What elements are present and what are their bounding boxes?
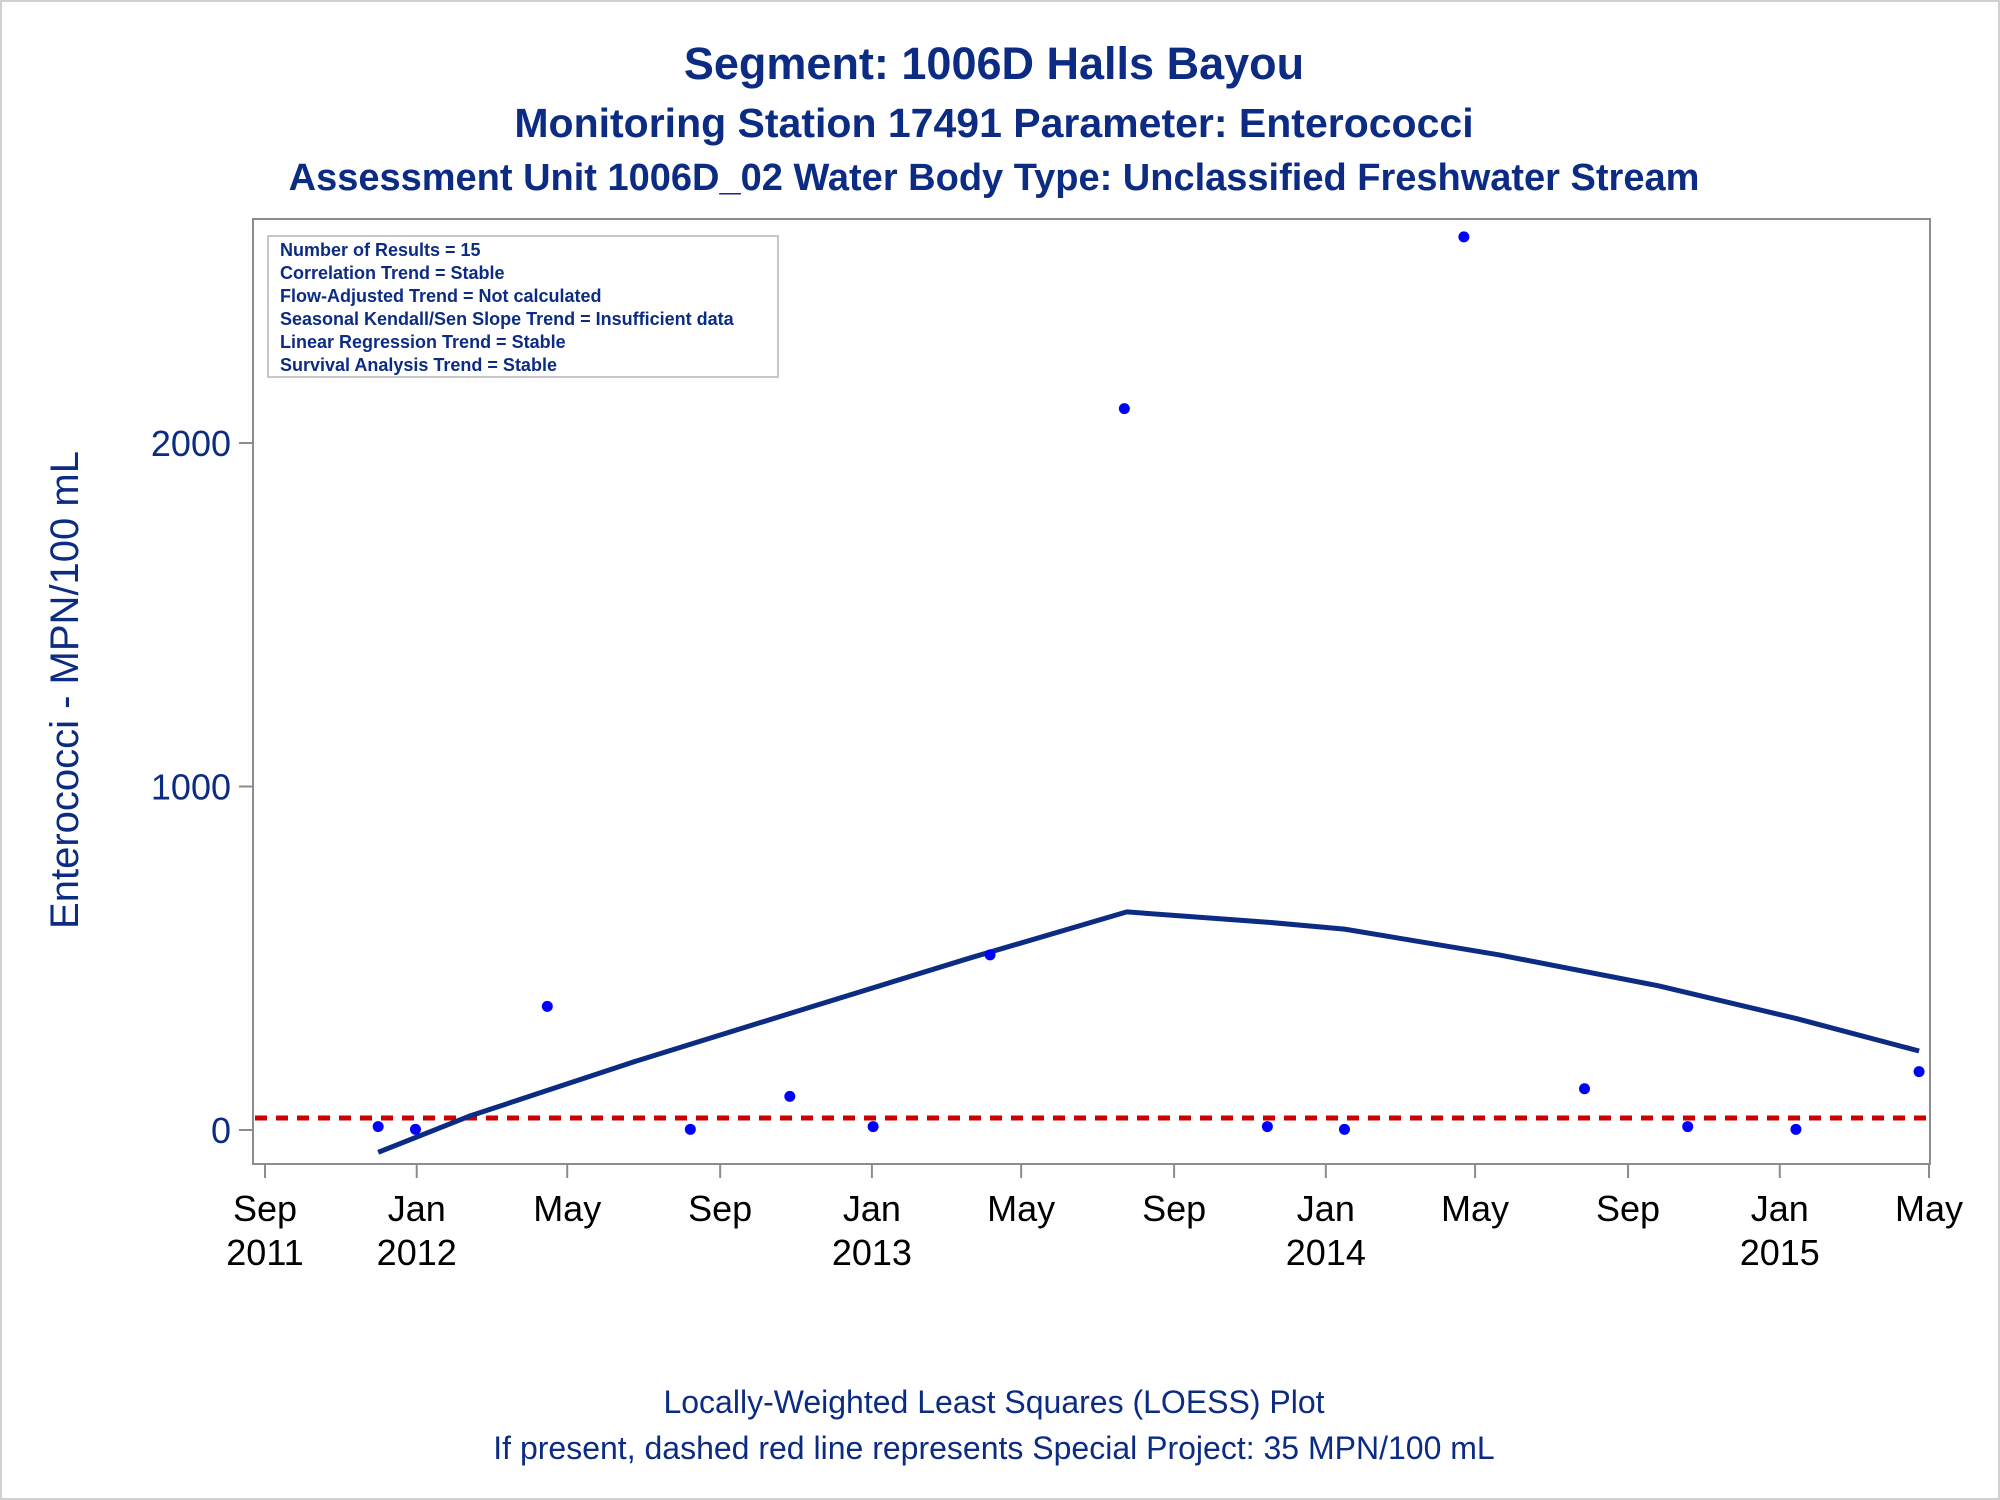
info-linear-regression-trend: Linear Regression Trend = Stable — [280, 332, 566, 352]
data-point-1 — [409, 1123, 421, 1135]
data-point-5 — [867, 1121, 879, 1133]
x-tick-year-label-0: 2011 — [226, 1232, 303, 1273]
x-tick-label-9: Sep — [1596, 1188, 1660, 1229]
x-tick-year-label-10: 2015 — [1740, 1232, 1820, 1273]
data-point-7 — [1118, 403, 1130, 415]
y-axis-label: Enterococci - MPN/100 mL — [43, 451, 87, 929]
x-tick-label-2: May — [533, 1188, 601, 1229]
data-point-12 — [1682, 1121, 1694, 1133]
info-number-of-results: Number of Results = 15 — [280, 240, 481, 260]
footer-loess-note: Locally-Weighted Least Squares (LOESS) P… — [663, 1384, 1325, 1420]
x-tick-label-4: Jan — [843, 1188, 901, 1229]
data-point-9 — [1338, 1123, 1350, 1135]
plot-area — [252, 218, 1931, 1165]
data-point-8 — [1261, 1121, 1273, 1133]
info-survival-analysis-trend: Survival Analysis Trend = Stable — [280, 355, 557, 375]
x-tick-year-label-4: 2013 — [832, 1232, 912, 1273]
x-tick-year-label-1: 2012 — [377, 1232, 457, 1273]
info-flow-adjusted-trend: Flow-Adjusted Trend = Not calculated — [280, 286, 602, 306]
data-point-0 — [372, 1121, 384, 1133]
x-tick-label-0: Sep — [233, 1188, 297, 1229]
x-tick-label-1: Jan — [388, 1188, 446, 1229]
data-point-2 — [541, 1000, 553, 1012]
chart-subtitle-assessment: Assessment Unit 1006D_02 Water Body Type… — [288, 157, 1700, 199]
data-point-14 — [1913, 1066, 1925, 1078]
x-tick-label-6: Sep — [1142, 1188, 1206, 1229]
x-tick-label-10: Jan — [1751, 1188, 1809, 1229]
chart-subtitle: Monitoring Station 17491 Parameter: Ente… — [514, 100, 1474, 146]
data-point-3 — [684, 1123, 696, 1135]
y-tick-label-2: 2000 — [151, 423, 231, 464]
data-point-4 — [784, 1090, 796, 1102]
y-tick-label-1: 1000 — [151, 767, 231, 808]
x-tick-label-7: Jan — [1297, 1188, 1355, 1229]
x-tick-label-8: May — [1441, 1188, 1509, 1229]
info-correlation-trend: Correlation Trend = Stable — [280, 263, 505, 283]
data-point-6 — [984, 949, 996, 961]
info-box: Number of Results = 15 Correlation Trend… — [267, 235, 779, 378]
x-tick-label-5: May — [987, 1188, 1055, 1229]
data-point-11 — [1579, 1083, 1591, 1095]
info-box-border — [267, 235, 779, 378]
data-point-13 — [1790, 1123, 1802, 1135]
y-tick-label-0: 0 — [211, 1110, 231, 1151]
x-tick-label-11: May — [1895, 1188, 1963, 1229]
x-tick-label-3: Sep — [688, 1188, 752, 1229]
chart-title: Segment: 1006D Halls Bayou — [683, 38, 1305, 89]
footer-threshold-note: If present, dashed red line represents S… — [493, 1430, 1495, 1466]
data-point-10 — [1458, 231, 1470, 243]
info-seasonal-kendall-trend: Seasonal Kendall/Sen Slope Trend = Insuf… — [280, 309, 735, 329]
x-tick-year-label-7: 2014 — [1286, 1232, 1366, 1273]
loess-line — [377, 909, 1920, 1155]
